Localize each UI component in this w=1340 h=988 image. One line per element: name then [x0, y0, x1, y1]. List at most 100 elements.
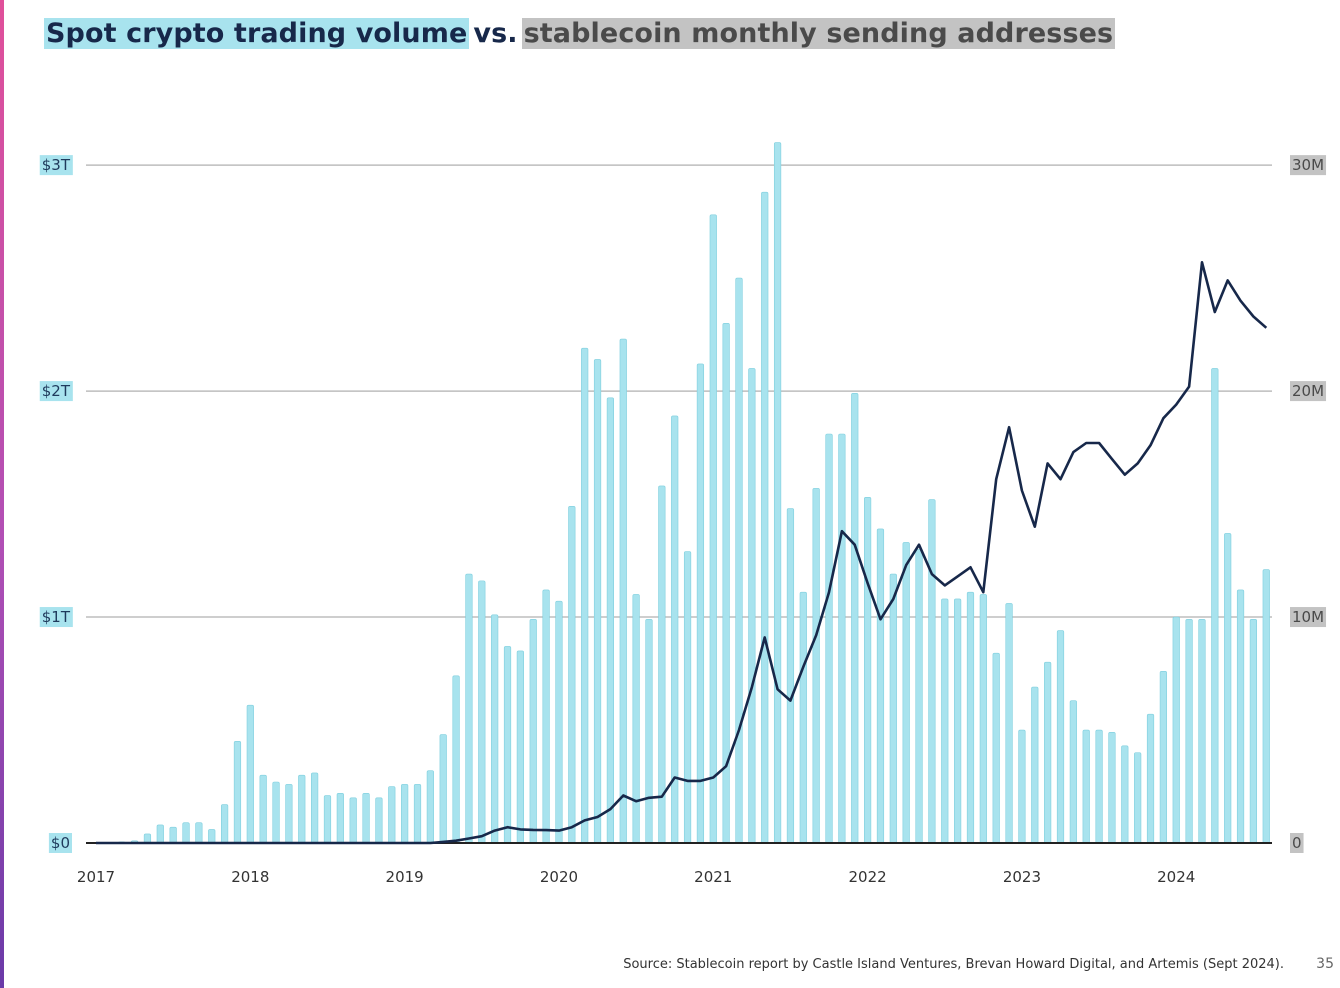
volume-bar	[298, 774, 306, 844]
volume-bar	[233, 741, 242, 844]
volume-bar	[1018, 729, 1026, 844]
volume-bar	[773, 142, 782, 844]
volume-bar	[401, 783, 409, 844]
volume-bar	[709, 214, 717, 844]
y-right-tick-bg	[1290, 833, 1304, 853]
volume-bar	[941, 598, 949, 844]
x-tick-label: 2018	[231, 868, 269, 886]
volume-bar	[992, 652, 1000, 844]
volume-bar	[683, 551, 692, 844]
y-left-tick-bg	[48, 833, 72, 853]
volume-bar	[838, 433, 846, 844]
volume-bar	[735, 277, 743, 844]
x-tick-label: 2024	[1157, 868, 1195, 886]
volume-bar	[1069, 700, 1077, 844]
volume-bar	[208, 829, 216, 844]
volume-bar	[1095, 729, 1103, 844]
volume-bar	[1224, 533, 1232, 844]
y-left-tick-bg	[39, 381, 73, 402]
volume-bar	[593, 359, 602, 844]
volume-bar	[388, 786, 396, 844]
volume-bar	[645, 618, 653, 844]
y-right-tick-label: 30M	[1292, 156, 1324, 174]
volume-bar	[452, 675, 460, 844]
volume-bar	[1005, 603, 1013, 844]
volume-bar	[799, 591, 807, 844]
volume-bar	[632, 594, 640, 844]
y-right-tick-label: 0	[1292, 834, 1302, 852]
volume-bar	[1121, 745, 1129, 844]
volume-bar	[1211, 368, 1219, 844]
volume-bar	[542, 589, 550, 844]
volume-bar	[825, 433, 833, 844]
volume-bar	[786, 508, 795, 844]
x-tick-label: 2019	[386, 868, 424, 886]
volume-bar	[1082, 729, 1090, 844]
y-right-tick-bg	[1290, 607, 1327, 628]
volume-bar	[1159, 670, 1167, 844]
volume-bar	[619, 338, 627, 844]
y-left-tick-bg	[39, 607, 73, 628]
volume-bar	[568, 506, 576, 844]
volume-bar	[323, 795, 332, 844]
volume-bar	[465, 573, 473, 844]
y-left-tick-label: $1T	[42, 608, 71, 626]
volume-bar	[928, 499, 936, 844]
y-left-tick-label: $2T	[42, 382, 71, 400]
page-number: 35	[1316, 956, 1334, 972]
volume-bar	[516, 650, 524, 844]
volume-bar	[478, 580, 486, 844]
y-left-tick-bg	[39, 155, 73, 176]
x-tick-label: 2021	[694, 868, 732, 886]
volume-bar	[1044, 661, 1052, 844]
volume-bar	[979, 594, 987, 844]
volume-bar	[954, 598, 962, 844]
chart-title: Spot crypto trading volume vs. stablecoin …	[44, 18, 1116, 49]
volume-bar	[851, 393, 859, 844]
volume-bar	[375, 797, 383, 844]
y-right-tick-bg	[1290, 381, 1327, 402]
volume-bar	[1056, 630, 1065, 844]
x-tick-label: 2022	[849, 868, 887, 886]
x-tick-label: 2020	[540, 868, 578, 886]
volume-bar	[1134, 752, 1142, 844]
volume-bar	[1185, 618, 1193, 844]
y-right-tick-label: 10M	[1292, 608, 1324, 626]
source-note: Source: Stablecoin report by Castle Isla…	[623, 957, 1284, 972]
volume-bar	[195, 822, 203, 844]
accent-strip	[0, 0, 4, 988]
volume-bar	[529, 618, 537, 844]
volume-bar	[156, 824, 164, 844]
volume-bar	[221, 804, 229, 844]
volume-bar	[311, 772, 319, 844]
volume-bar	[439, 734, 447, 844]
volume-bar	[426, 770, 434, 844]
volume-bar	[362, 792, 370, 844]
volume-bar	[143, 833, 152, 844]
volume-bar	[748, 368, 756, 844]
y-left-tick-label: $3T	[42, 156, 71, 174]
title-spot-volume: Spot crypto trading volume	[44, 18, 470, 49]
y-right-tick-bg	[1290, 155, 1327, 176]
volume-bar	[1108, 731, 1116, 844]
sending-addresses-line	[96, 260, 1268, 845]
volume-bar	[169, 826, 177, 844]
y-left-tick-label: $0	[51, 834, 70, 852]
volume-bar	[259, 774, 267, 844]
volume-bar	[966, 591, 975, 844]
title-stablecoin-addresses: stablecoin monthly sending addresses	[521, 18, 1116, 49]
volume-bar	[876, 528, 885, 844]
volume-bar	[182, 822, 190, 844]
volume-bar	[246, 704, 254, 844]
volume-bar	[863, 496, 872, 844]
title-vs: vs.	[473, 18, 518, 49]
volume-bar	[696, 363, 705, 844]
volume-bar	[902, 542, 910, 844]
volume-bar	[889, 573, 897, 844]
volume-bar	[285, 783, 293, 844]
x-tick-label: 2017	[77, 868, 115, 886]
volume-bar	[413, 783, 422, 844]
volume-bar	[581, 347, 589, 844]
volume-bar	[272, 781, 280, 844]
volume-bar	[606, 397, 614, 844]
